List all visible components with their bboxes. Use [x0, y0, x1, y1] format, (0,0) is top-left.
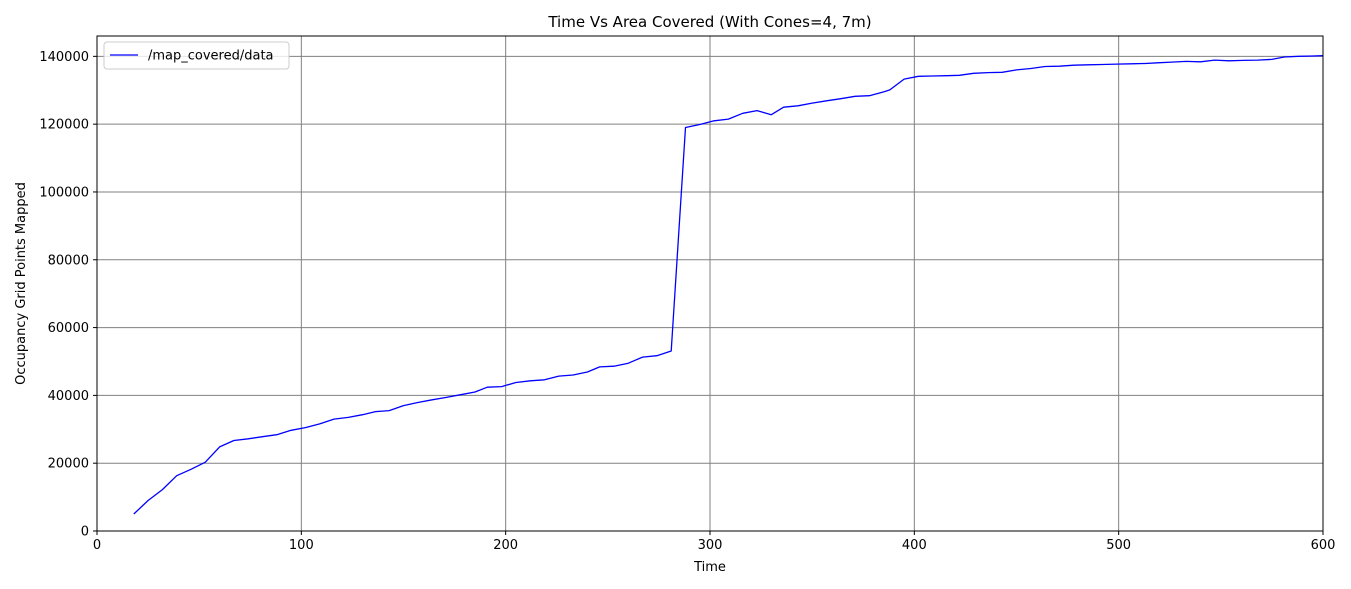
chart-title: Time Vs Area Covered (With Cones=4, 7m) — [547, 13, 871, 31]
x-tick-label: 200 — [493, 538, 518, 553]
legend-label: /map_covered/data — [148, 49, 274, 64]
x-tick-label: 300 — [698, 538, 723, 553]
y-tick-label: 100000 — [39, 185, 89, 200]
plot-frame — [96, 35, 1324, 532]
grid-lines — [96, 36, 1324, 532]
y-tick-label: 0 — [81, 525, 89, 540]
x-tick-label: 500 — [1106, 538, 1131, 553]
legend-box — [103, 41, 290, 70]
series-group — [133, 55, 1324, 515]
y-tick-label: 40000 — [48, 389, 89, 404]
y-tick-label: 80000 — [48, 253, 89, 268]
series-line — [133, 55, 1324, 515]
x-axis-label: Time — [693, 560, 726, 575]
y-tick-label: 120000 — [39, 118, 89, 133]
x-tick-label: 0 — [93, 538, 101, 553]
legend: /map_covered/data — [103, 41, 290, 70]
y-tick-label: 140000 — [39, 50, 89, 65]
y-tick-label: 20000 — [48, 457, 89, 472]
x-tick-label: 400 — [902, 538, 927, 553]
axis-ticks: 0 100 200 300 400 500 600 0 20000 40000 60000 80000… — [39, 50, 1335, 553]
x-tick-label: 600 — [1311, 538, 1336, 553]
x-tick-label: 100 — [289, 538, 314, 553]
y-axis-label: Occupancy Grid Points Mapped — [14, 182, 29, 385]
y-tick-label: 60000 — [48, 321, 89, 336]
